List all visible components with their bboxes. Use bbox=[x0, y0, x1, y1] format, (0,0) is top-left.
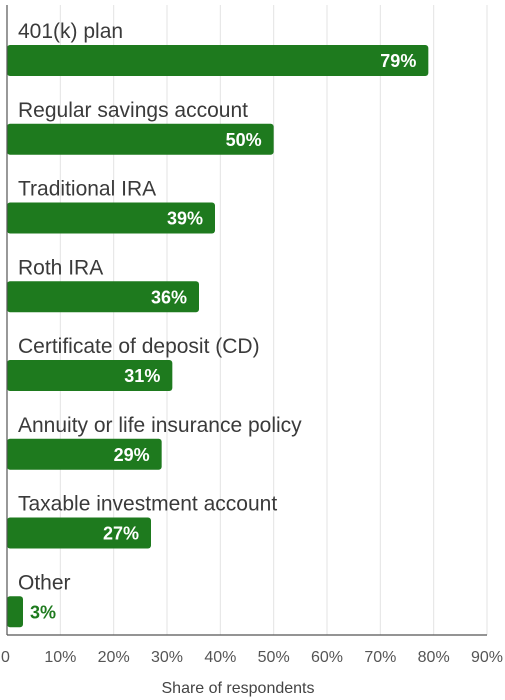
bar bbox=[7, 360, 173, 391]
x-tick-label: 30% bbox=[151, 649, 183, 666]
data-label: 79% bbox=[380, 51, 416, 71]
bar bbox=[7, 596, 23, 628]
bar bbox=[7, 281, 199, 313]
category-label: Traditional IRA bbox=[18, 178, 156, 201]
category-label: Taxable investment account bbox=[18, 493, 277, 516]
category-label: Regular savings account bbox=[18, 99, 248, 122]
data-label: 3% bbox=[30, 602, 56, 622]
x-tick-label: 20% bbox=[98, 649, 130, 666]
x-tick-label: 60% bbox=[311, 649, 343, 666]
x-tick-label: 40% bbox=[204, 649, 236, 666]
bar bbox=[7, 438, 162, 470]
x-tick-label: 10% bbox=[44, 649, 76, 666]
category-label: Annuity or life insurance policy bbox=[18, 414, 302, 437]
bar bbox=[7, 45, 429, 76]
category-label: Other bbox=[18, 571, 71, 594]
category-label: 401(k) plan bbox=[18, 20, 123, 43]
gridlines bbox=[59, 5, 488, 635]
data-label: 36% bbox=[151, 287, 187, 307]
data-label: 50% bbox=[226, 130, 262, 150]
bar bbox=[7, 202, 215, 234]
bars: 401(k) plan 79% Regular savings account 50%… bbox=[7, 20, 429, 628]
x-tick-label: 70% bbox=[364, 649, 396, 666]
data-label: 29% bbox=[114, 445, 150, 465]
x-tick-label: 80% bbox=[418, 649, 450, 666]
bar bbox=[7, 517, 151, 549]
category-label: Roth IRA bbox=[18, 256, 103, 279]
x-tick-label: 90% bbox=[471, 649, 503, 666]
x-axis-label: Share of respondents bbox=[162, 680, 315, 697]
data-label: 31% bbox=[124, 366, 160, 386]
x-tick-label: 50% bbox=[258, 649, 290, 666]
data-label: 27% bbox=[103, 524, 139, 544]
data-label: 39% bbox=[167, 209, 203, 229]
bar bbox=[7, 123, 274, 155]
category-label: Certificate of deposit (CD) bbox=[18, 335, 260, 358]
x-tick-label: 0 bbox=[1, 649, 10, 666]
x-axis: 0 10% 20% 30% 40% 50% 60% 70% 80% 90% bbox=[1, 5, 503, 666]
